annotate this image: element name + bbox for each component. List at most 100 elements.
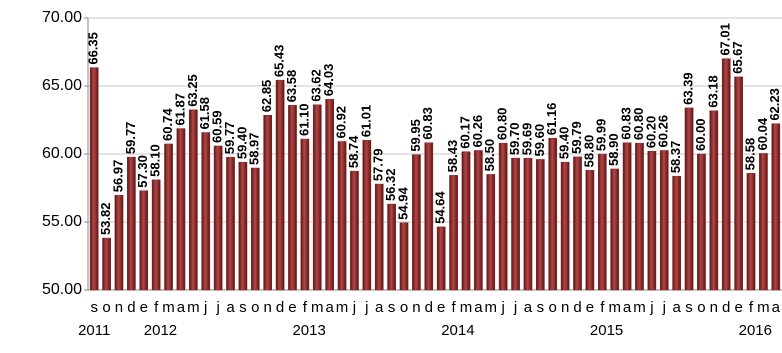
bar: [300, 138, 310, 291]
year-label: 2014: [441, 322, 474, 339]
bar: [337, 141, 347, 291]
bar: [486, 174, 496, 291]
x-tick-label: n: [561, 299, 569, 316]
bar: [139, 190, 149, 291]
bar: [498, 142, 508, 291]
x-tick-label: n: [412, 299, 420, 316]
value-label: 60.74: [160, 108, 175, 141]
bar: [474, 150, 483, 291]
value-label: 61.16: [544, 103, 559, 136]
bar: [635, 142, 644, 291]
x-tick-label: d: [425, 299, 433, 316]
x-tick-label: d: [127, 299, 135, 316]
x-tick-label: m: [187, 299, 200, 316]
bar: [573, 156, 582, 291]
x-tick-label: a: [325, 299, 334, 316]
x-tick-label: e: [586, 299, 594, 316]
value-label: 60.26: [470, 115, 485, 148]
value-label: 60.20: [643, 116, 658, 149]
value-label: 59.40: [234, 127, 249, 160]
year-label: 2015: [590, 322, 623, 339]
value-label: 60.59: [210, 110, 225, 143]
value-label: 56.97: [110, 160, 125, 193]
value-label: 59.77: [123, 122, 138, 155]
x-tick-label: f: [303, 299, 308, 316]
x-tick-label: f: [749, 299, 754, 316]
x-tick-label: j: [364, 299, 368, 316]
value-label: 60.92: [333, 106, 348, 139]
value-label: 63.18: [705, 75, 720, 108]
value-label: 67.01: [718, 23, 733, 56]
x-tick-label: m: [633, 299, 646, 316]
bar: [771, 123, 781, 291]
value-label: 56.32: [383, 169, 398, 202]
value-label: 59.99: [594, 119, 609, 152]
x-tick-label: m: [460, 299, 473, 316]
bar: [548, 137, 558, 291]
value-label: 58.50: [482, 139, 497, 172]
x-tick-label: a: [524, 299, 533, 316]
x-tick-label: o: [400, 299, 408, 316]
y-tick-label: 50.00: [42, 281, 82, 298]
value-label: 54.94: [395, 187, 410, 220]
bar: [436, 226, 446, 291]
x-tick-label: j: [513, 299, 517, 316]
x-tick-label: m: [162, 299, 175, 316]
bar: [250, 167, 260, 291]
bar: [176, 128, 186, 291]
x-tick-label: s: [537, 299, 545, 316]
value-label: 61.58: [197, 97, 212, 130]
bar: [288, 105, 297, 291]
value-label: 54.64: [433, 191, 448, 224]
x-tick-label: m: [485, 299, 498, 316]
value-label: 62.23: [767, 88, 782, 121]
year-label: 2012: [144, 322, 177, 339]
x-tick-label: a: [672, 299, 681, 316]
value-label: 59.69: [519, 123, 534, 156]
value-label: 58.97: [247, 132, 262, 165]
y-tick-label: 70.00: [42, 9, 82, 26]
bar: [89, 67, 99, 291]
x-tick-label: d: [573, 299, 581, 316]
bar: [102, 237, 111, 291]
value-label: 59.40: [557, 127, 572, 160]
value-label: 60.83: [619, 107, 634, 140]
x-tick-label: d: [276, 299, 284, 316]
x-tick-label: m: [608, 299, 621, 316]
bar: [362, 140, 372, 291]
value-label: 65.43: [272, 45, 287, 78]
bar: [461, 151, 471, 291]
value-label: 61.10: [296, 103, 311, 136]
bar: [238, 161, 248, 291]
x-tick-label: m: [311, 299, 324, 316]
x-tick-label: j: [500, 299, 504, 316]
x-tick-label: a: [177, 299, 186, 316]
y-tick-label: 55.00: [42, 213, 82, 230]
bar: [226, 156, 235, 291]
x-tick-label: e: [734, 299, 742, 316]
bar: [350, 170, 359, 291]
bar: [325, 98, 335, 291]
bar: [312, 104, 322, 291]
bar: [151, 179, 161, 291]
value-label: 58.74: [346, 135, 361, 168]
value-label: 58.10: [148, 144, 163, 177]
year-label: 2016: [739, 322, 772, 339]
bar: [585, 170, 595, 291]
bar: [721, 58, 731, 291]
bar: [734, 76, 743, 291]
x-tick-label: j: [662, 299, 666, 316]
value-label: 60.83: [420, 107, 435, 140]
bar: [399, 222, 409, 291]
bar: [709, 110, 719, 291]
value-label: 59.70: [507, 123, 522, 156]
x-tick-label: a: [623, 299, 632, 316]
value-label: 58.37: [668, 141, 683, 174]
value-label: 61.01: [358, 105, 373, 138]
bar: [275, 79, 285, 291]
value-label: 60.17: [457, 116, 472, 149]
bar: [684, 107, 694, 291]
value-label: 64.03: [321, 64, 336, 97]
y-tick-label: 65.00: [42, 77, 82, 94]
